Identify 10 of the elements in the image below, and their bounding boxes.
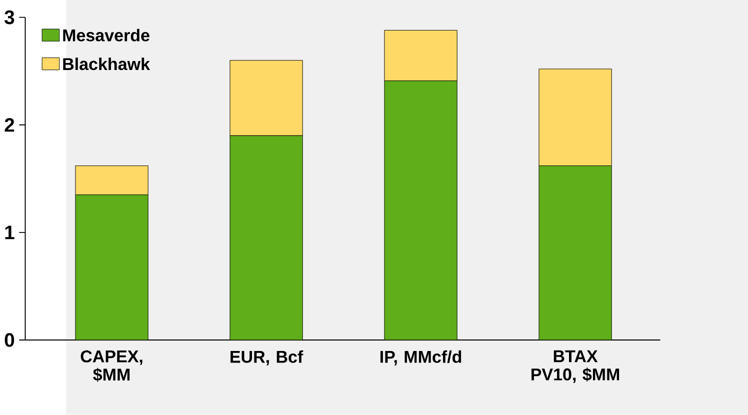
y-tick-label: 2 — [4, 118, 14, 132]
x-tick-label: CAPEX, $MM — [80, 350, 142, 382]
x-tick-label: BTAX PV10, $MM — [532, 350, 620, 384]
x-tick-label: IP, MMcf/d — [380, 350, 462, 366]
y-tick-label: 1 — [5, 226, 14, 240]
y-tick-label: 3 — [4, 10, 14, 24]
y-tick-label: 0 — [4, 333, 14, 347]
legend-label: Blackhawk — [63, 58, 150, 70]
legend-label: Mesaverde — [63, 29, 150, 42]
x-tick-label: EUR, Bcf — [230, 350, 304, 366]
